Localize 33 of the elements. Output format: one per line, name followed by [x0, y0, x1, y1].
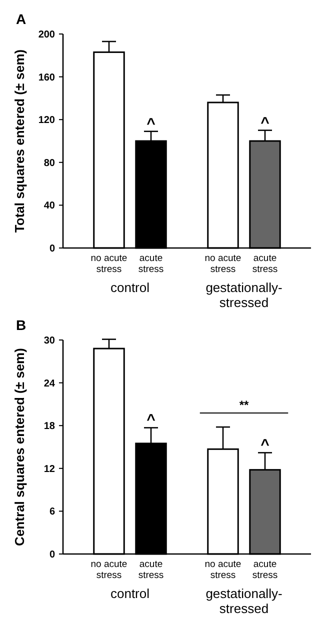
y-tick-label: 6 — [49, 506, 56, 518]
x-tick-label: acute stress — [138, 559, 164, 581]
text: gestationally-stressed — [206, 586, 282, 616]
x-tick-label: acute stress — [252, 559, 278, 581]
y-tick-label: 40 — [44, 200, 56, 212]
text: control — [110, 280, 150, 295]
y-tick-label: 120 — [38, 115, 56, 126]
y-tick-label: 80 — [44, 158, 56, 169]
x-tick-label: no acute stress — [204, 253, 242, 275]
annotation: ^ — [260, 436, 270, 454]
x-tick-label: no acute stress — [204, 559, 242, 581]
x-tick-label: acute stress — [252, 253, 278, 275]
x-tick-label: acute stress — [138, 253, 164, 275]
annotation: ^ — [146, 115, 156, 132]
y-tick-label: 200 — [38, 30, 56, 40]
y-axis-title: Total squares entered (± sem) — [12, 49, 27, 233]
y-tick-label: 160 — [38, 72, 56, 84]
chart-title: B — [16, 317, 26, 333]
annotation: ^ — [146, 412, 156, 429]
y-tick-label: 12 — [44, 464, 56, 475]
text: gestationally-stressed — [206, 280, 282, 310]
y-tick-label: 0 — [49, 244, 56, 254]
annotation: ^ — [260, 114, 270, 132]
text: control — [110, 586, 150, 601]
annotation: ** — [239, 398, 249, 412]
y-tick-label: 24 — [44, 378, 56, 390]
y-tick-label: 30 — [44, 336, 56, 346]
y-axis-title: Central squares entered (± sem) — [12, 348, 27, 546]
x-tick-label: no acute stress — [90, 559, 128, 581]
chart-title: A — [16, 11, 26, 27]
x-tick-label: no acute stress — [90, 253, 128, 275]
y-tick-label: 18 — [44, 421, 56, 432]
y-tick-label: 0 — [49, 550, 56, 560]
